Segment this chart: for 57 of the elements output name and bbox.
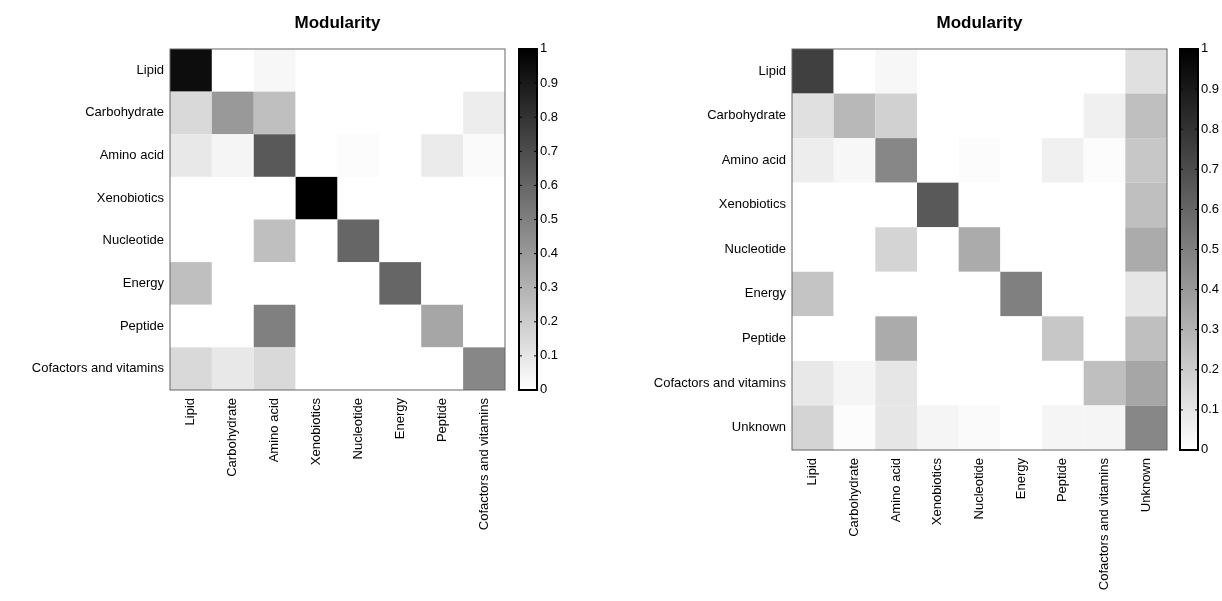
color-bar-label: 0.8	[1201, 120, 1220, 136]
x-tick-label: Energy	[1012, 457, 1028, 500]
x-tick-label: Cofactors and vitamins	[475, 397, 491, 531]
chart-title: Modularity	[294, 13, 382, 32]
y-tick-label: Peptide	[119, 317, 164, 333]
color-bar-label: 0.6	[540, 176, 559, 192]
x-tick-label: Peptide	[433, 398, 449, 443]
color-bar-label: 0	[1201, 441, 1209, 457]
x-tick-label: Cofactors and vitamins	[1095, 457, 1111, 591]
y-tick-label: Lipid	[136, 61, 164, 77]
color-bar-label: 0.3	[540, 279, 559, 295]
y-tick-label: Energy	[122, 274, 165, 290]
x-tick-label: Unknown	[1137, 458, 1153, 513]
y-tick-label: Lipid	[758, 62, 786, 78]
x-tick-label: Peptide	[1054, 458, 1070, 503]
color-bar-label: 0.1	[540, 347, 559, 363]
x-tick-label: Nucleotide	[349, 398, 365, 460]
y-tick-label: Carbohydrate	[85, 104, 164, 120]
x-tick-label: Carbohydrate	[845, 458, 861, 537]
color-bar-label: 0.7	[540, 142, 559, 158]
x-tick-label: Carbohydrate	[224, 398, 240, 477]
y-tick-label: Xenobiotics	[96, 189, 165, 205]
color-bar-label: 0.2	[1201, 361, 1220, 377]
x-tick-label: Nucleotide	[970, 458, 986, 520]
y-tick-label: Xenobiotics	[718, 196, 787, 212]
chart-title: Modularity	[936, 13, 1024, 32]
x-tick-label: Lipid	[804, 458, 820, 486]
color-bar-label: 0.5	[540, 210, 559, 226]
color-bar-label: 0	[540, 381, 548, 397]
y-tick-label: Nucleotide	[102, 232, 164, 248]
color-bar-label: 0.7	[1201, 160, 1220, 176]
color-bar-label: 0.3	[1201, 321, 1220, 337]
y-tick-label: Amino acid	[99, 147, 164, 162]
y-tick-label: Peptide	[741, 330, 786, 346]
y-tick-label: Carbohydrate	[707, 107, 786, 123]
x-tick-label: Xenobiotics	[308, 397, 323, 466]
color-bar-label: 0.8	[540, 108, 559, 124]
x-tick-label: Energy	[391, 397, 407, 440]
x-tick-label: Lipid	[182, 398, 198, 426]
y-tick-label: Cofactors and vitamins	[31, 360, 165, 376]
x-tick-label: Amino acid	[266, 398, 282, 463]
y-tick-label: Nucleotide	[724, 240, 786, 256]
y-tick-label: Cofactors and vitamins	[653, 374, 787, 390]
color-bar-label: 1	[1201, 40, 1209, 56]
color-bar-label: 0.9	[1201, 80, 1220, 96]
color-bar-label: 0.9	[540, 74, 559, 90]
color-bar-label: 0.1	[1201, 401, 1220, 417]
color-bar-label: 1	[540, 40, 548, 56]
y-tick-label: Energy	[744, 285, 787, 301]
color-bar-label: 0.2	[540, 313, 559, 329]
color-bar-label: 0.5	[1201, 240, 1220, 256]
x-tick-label: Amino acid	[887, 458, 903, 523]
x-tick-label: Xenobiotics	[929, 457, 945, 526]
color-bar-label: 0.6	[1201, 200, 1220, 216]
color-bar-label: 0.4	[540, 245, 559, 261]
color-bar-label: 0.4	[1201, 281, 1220, 297]
y-tick-label: Amino acid	[721, 151, 786, 167]
